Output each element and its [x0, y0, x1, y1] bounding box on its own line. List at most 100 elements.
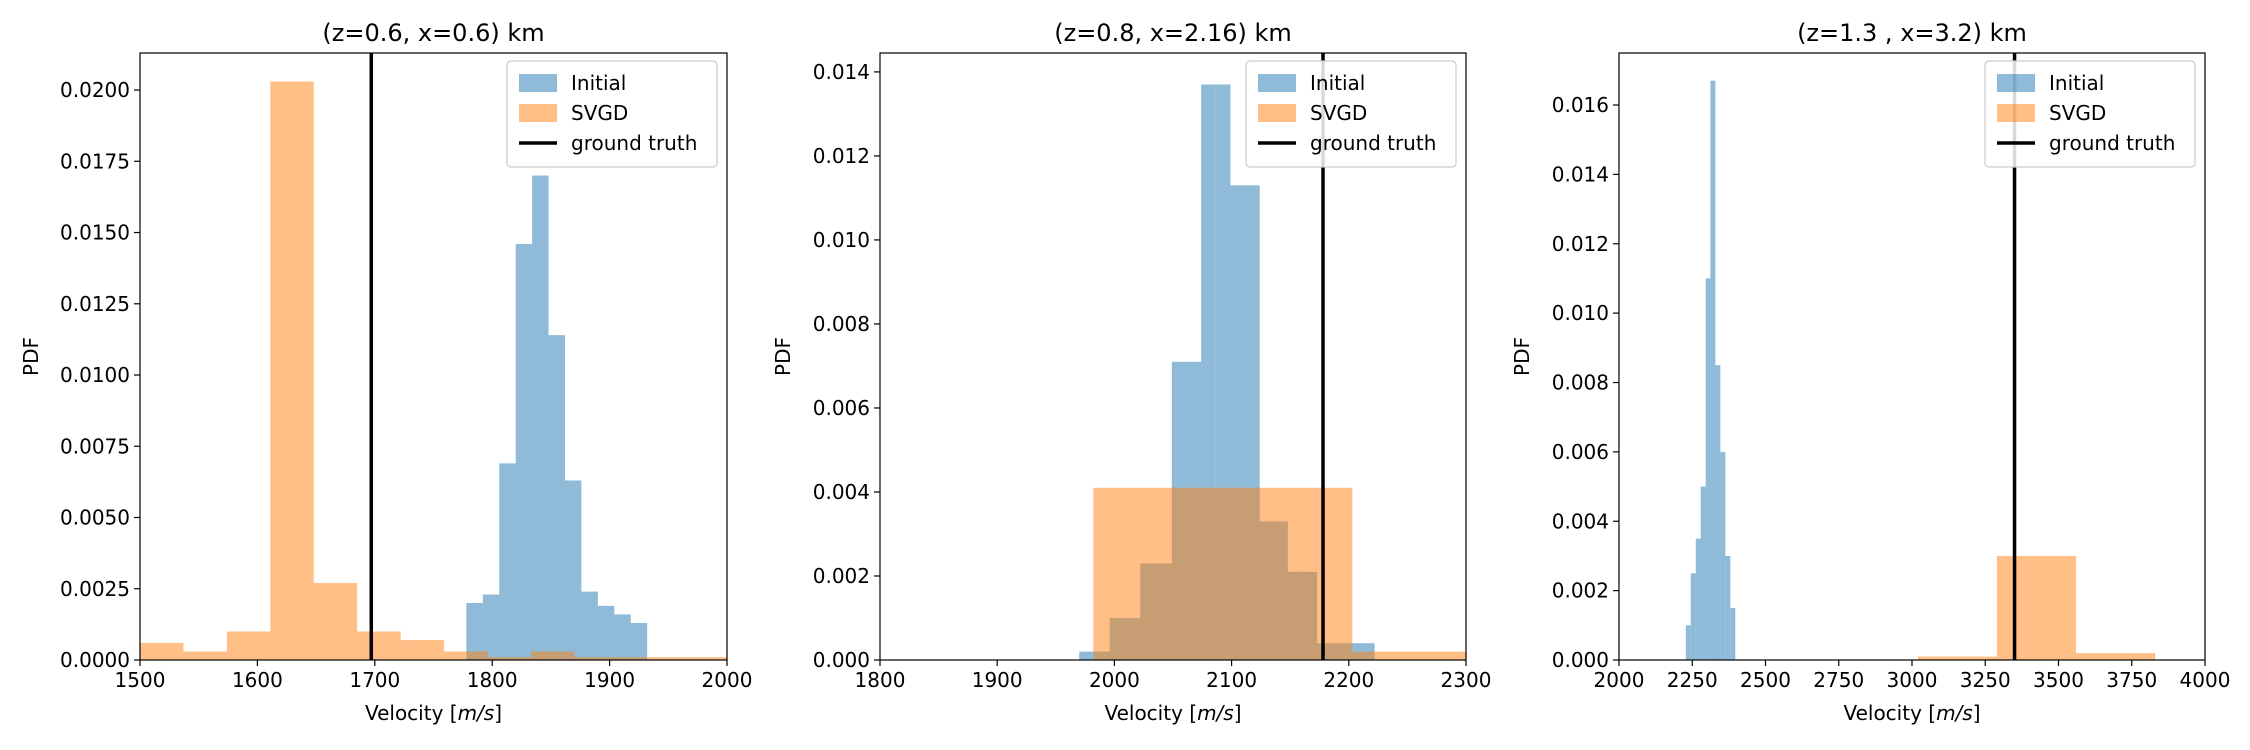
histogram-bar — [1710, 80, 1716, 660]
histogram-bar — [357, 631, 401, 660]
histogram-bar — [617, 657, 727, 660]
y-tick-label: 0.0175 — [60, 149, 130, 173]
y-tick-label: 0.008 — [813, 312, 870, 336]
series-initial — [466, 175, 648, 660]
histogram-bar — [1730, 607, 1736, 660]
y-tick-label: 0.000 — [1552, 648, 1609, 672]
y-tick-label: 0.0150 — [60, 221, 130, 245]
histogram-bar — [1705, 278, 1711, 660]
legend-label: Initial — [1310, 71, 1365, 95]
x-tick-label: 3750 — [2106, 668, 2157, 692]
y-tick-label: 0.0075 — [60, 434, 130, 458]
series-svgd — [1917, 555, 2156, 660]
y-axis-label: PDF — [1510, 337, 1534, 376]
y-axis-label: PDF — [19, 337, 43, 376]
y-tick-label: 0.0000 — [60, 648, 130, 672]
y-tick-label: 0.004 — [813, 480, 870, 504]
x-tick-label: 2000 — [1594, 668, 1645, 692]
x-tick-label: 3500 — [2033, 668, 2084, 692]
y-tick-label: 0.002 — [1552, 579, 1609, 603]
x-axis-label: Velocity [m/s] — [365, 701, 502, 725]
x-axis-label: Velocity [m/s] — [1843, 701, 1980, 725]
histogram-bar — [270, 81, 314, 660]
histogram-bar — [400, 640, 445, 660]
legend: Initial SVGD ground truth — [1245, 60, 1457, 168]
legend-box — [1984, 60, 2196, 168]
histogram-bar — [1715, 365, 1721, 660]
y-tick-label: 0.006 — [1552, 440, 1609, 464]
legend-label: ground truth — [571, 131, 697, 155]
y-tick-label: 0.012 — [1552, 232, 1609, 256]
x-tick-label: 2000 — [1089, 668, 1140, 692]
x-tick-label: 1800 — [467, 668, 518, 692]
histogram-bar — [482, 594, 500, 660]
x-tick-label: 3250 — [1960, 668, 2011, 692]
legend-label: Initial — [571, 71, 626, 95]
y-tick-label: 0.0125 — [60, 292, 130, 316]
legend-label: Initial — [2049, 71, 2104, 95]
x-tick-label: 1700 — [349, 668, 400, 692]
histogram-bar — [614, 614, 631, 660]
y-tick-label: 0.016 — [1552, 93, 1609, 117]
y-tick-label: 0.004 — [1552, 509, 1609, 533]
plot-area — [140, 53, 727, 660]
histogram-bar — [548, 335, 565, 660]
histogram-bar — [1917, 656, 1997, 660]
x-tick-label: 1900 — [972, 668, 1023, 692]
panel-1: 1500 1600 1700 1800 1900 2000 0.0000 0.0025 0.00… — [19, 19, 752, 725]
series-initial — [1685, 80, 1736, 660]
histogram-bar — [564, 480, 582, 660]
y-tick-label: 0.010 — [1552, 301, 1609, 325]
y-tick-label: 0.014 — [813, 60, 870, 84]
x-tick-label: 2250 — [1667, 668, 1718, 692]
histogram-bar — [183, 651, 227, 660]
legend-label: SVGD — [2049, 101, 2106, 125]
x-tick-label: 1600 — [232, 668, 283, 692]
histogram-bar — [466, 603, 483, 660]
legend-box — [1245, 60, 1457, 168]
x-tick-label: 2200 — [1323, 668, 1374, 692]
axes-frame — [139, 52, 728, 661]
histogram-bar — [444, 651, 488, 660]
histogram-bar — [630, 622, 648, 660]
y-axis-label: PDF — [771, 337, 795, 376]
y-tick-label: 0.0025 — [60, 577, 130, 601]
histogram-bar — [532, 175, 549, 660]
x-tick-label: 2300 — [1441, 668, 1492, 692]
legend-swatch — [1258, 104, 1296, 122]
histogram-bar — [487, 657, 531, 660]
x-axis-label: Velocity [m/s] — [1104, 701, 1241, 725]
x-tick-label: 2750 — [1813, 668, 1864, 692]
legend-swatch — [519, 104, 557, 122]
panel-2: 1800 1900 2000 2100 2200 2300 0.000 0.002 0.004 0… — [771, 19, 1491, 725]
histogram-bar — [1079, 651, 1095, 660]
y-tick-label: 0.000 — [813, 648, 870, 672]
x-tick-label: 1500 — [115, 668, 166, 692]
y-tick-label: 0.008 — [1552, 371, 1609, 395]
histogram-bar — [1720, 451, 1726, 660]
histogram-bar — [1695, 538, 1701, 660]
legend-swatch — [1997, 104, 2035, 122]
x-tick-label: 1800 — [855, 668, 906, 692]
histogram-bar — [574, 657, 618, 660]
legend-label: SVGD — [1310, 101, 1367, 125]
y-tick-label: 0.0100 — [60, 363, 130, 387]
legend-box — [506, 60, 718, 168]
y-tick-label: 0.014 — [1552, 162, 1609, 186]
histogram-bar — [499, 463, 516, 660]
x-tick-label: 2100 — [1206, 668, 1257, 692]
series-svgd — [140, 81, 727, 660]
histogram-bar — [140, 642, 184, 660]
panel-3: 2000 2250 2500 2750 3000 3250 3500 3750 4000 0.00… — [1510, 19, 2230, 725]
histogram-bar — [226, 631, 271, 660]
legend-swatch — [1997, 74, 2035, 92]
x-tick-label: 3000 — [1887, 668, 1938, 692]
axes-frame — [879, 52, 1467, 661]
series-svgd — [1093, 487, 1466, 660]
y-tick-label: 0.010 — [813, 228, 870, 252]
histogram-bar — [1352, 651, 1466, 660]
legend-swatch — [1258, 74, 1296, 92]
histogram-bar — [2076, 653, 2156, 660]
histogram-bar — [581, 591, 598, 660]
